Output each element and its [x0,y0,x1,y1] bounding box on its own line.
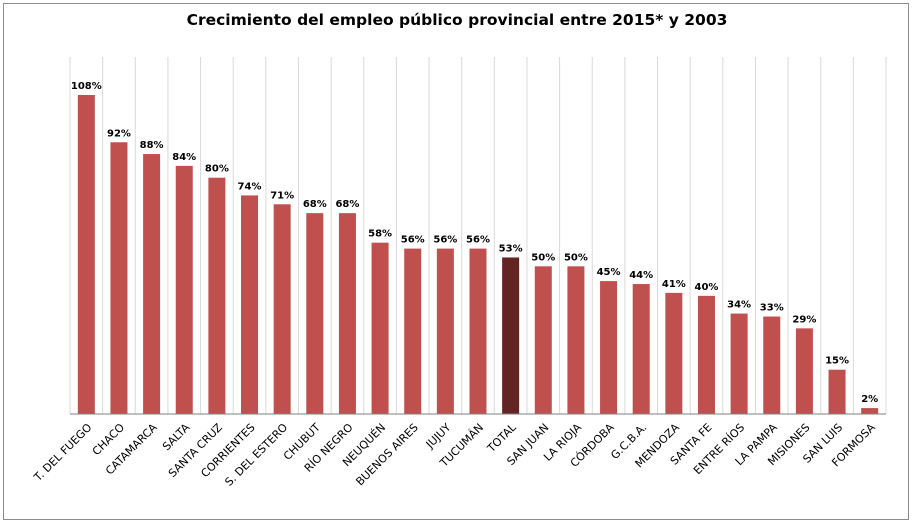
value-label: 15% [825,356,849,367]
bar [502,257,520,414]
bar [828,369,846,414]
bar [241,195,259,414]
value-label: 92% [107,128,131,139]
value-label: 74% [238,181,262,192]
bar [306,213,324,414]
bar [567,266,585,414]
category-label: T. DEL FUEGO [31,421,95,485]
value-label: 71% [270,190,294,201]
bar [404,248,422,414]
bar [143,154,161,414]
bars [77,95,879,414]
value-label: 40% [695,282,719,293]
value-label: 50% [531,252,555,263]
bar [436,248,454,414]
bar [338,213,356,414]
value-label: 33% [760,303,784,314]
value-label: 56% [433,235,457,246]
value-label: 80% [205,164,229,175]
bar [175,165,193,414]
bar [600,281,618,414]
value-label: 58% [368,229,392,240]
bar [534,266,552,414]
value-label: 2% [861,394,878,405]
value-label: 41% [662,279,686,290]
value-label: 108% [71,81,102,92]
value-label: 29% [792,314,816,325]
value-label: 88% [140,140,164,151]
bar [632,284,650,414]
value-label: 50% [564,252,588,263]
value-label: 56% [401,235,425,246]
value-label: 84% [172,152,196,163]
grid-lines [69,57,887,414]
bar [665,292,683,414]
bar [730,313,748,414]
bar [469,248,487,414]
bar [795,328,813,414]
value-label: 44% [629,270,653,281]
value-labels: 108% 92% 88% 84% 80% 74% 71% 68% 68% 58% 56% 56% 56%… [71,81,878,405]
bar [208,177,226,414]
value-label: 53% [499,243,523,254]
bar [763,316,781,414]
bar [371,242,389,414]
value-label: 68% [303,199,327,210]
chart-title: Crecimiento del empleo público provincia… [186,11,728,29]
value-label: 34% [727,300,751,311]
bar [697,295,715,414]
value-label: 56% [466,235,490,246]
bar [861,408,879,414]
category-label: JUJUY [423,421,454,452]
bar [77,95,95,414]
value-label: 68% [335,199,359,210]
bar [110,142,128,414]
bar [273,204,291,414]
value-label: 45% [597,267,621,278]
